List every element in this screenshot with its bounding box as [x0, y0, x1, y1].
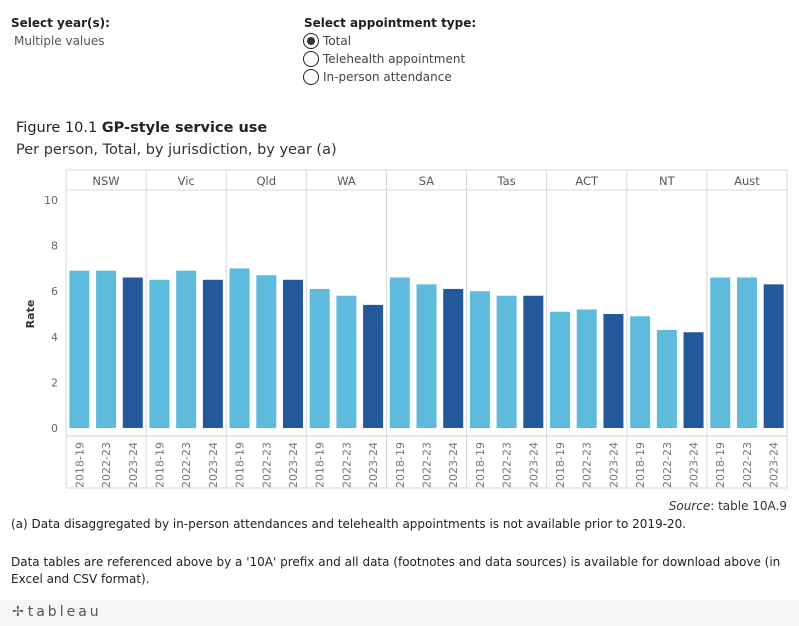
bar-qld-2022-23 — [256, 275, 277, 428]
bar-act-2018-19 — [550, 311, 571, 428]
panel-header-qld: Qld — [257, 174, 277, 188]
y-axis-title: Rate — [24, 300, 37, 329]
bar-aust-2018-19 — [710, 277, 731, 428]
x-tick-label: 2018-19 — [314, 442, 327, 488]
y-tick-label: 10 — [44, 194, 58, 207]
x-tick-label: 2023-24 — [287, 442, 300, 488]
tableau-logo-text: tableau — [27, 604, 102, 620]
figure-title: Figure 10.1 GP-style service use — [16, 120, 267, 136]
figure-title-bold: GP-style service use — [101, 120, 268, 136]
x-tick-label: 2022-23 — [741, 442, 754, 488]
x-tick-label: 2018-19 — [634, 442, 647, 488]
x-tick-label: 2018-19 — [714, 442, 727, 488]
radio-label-in-person: In-person attendance — [323, 70, 452, 84]
bar-act-2023-24 — [603, 314, 624, 428]
x-tick-label: 2018-19 — [153, 442, 166, 488]
y-tick-label: 4 — [51, 331, 58, 344]
panel-header-act: ACT — [575, 174, 599, 188]
radio-option-total[interactable]: Total — [303, 32, 351, 50]
y-tick-label: 8 — [51, 240, 58, 253]
bar-nt-2022-23 — [656, 329, 677, 428]
bar-qld-2023-24 — [282, 279, 303, 428]
radio-unchecked-icon[interactable] — [303, 51, 319, 67]
figure-subtitle: Per person, Total, by jurisdiction, by y… — [16, 142, 337, 158]
x-tick-label: 2023-24 — [367, 442, 380, 488]
panel-header-sa: SA — [419, 174, 435, 188]
radio-checked-icon[interactable] — [303, 33, 319, 49]
x-tick-label: 2022-23 — [581, 442, 594, 488]
bar-tas-2018-19 — [469, 291, 490, 428]
x-tick-label: 2023-24 — [768, 442, 781, 488]
panel-header-nt: NT — [659, 174, 676, 188]
bar-aust-2023-24 — [763, 284, 784, 428]
radio-option-in-person[interactable]: In-person attendance — [303, 68, 452, 86]
source-text: : table 10A.9 — [710, 499, 787, 513]
x-tick-label: 2018-19 — [394, 442, 407, 488]
radio-unchecked-icon[interactable] — [303, 69, 319, 85]
tableau-logo[interactable]: ✢ tableau — [12, 604, 102, 620]
bar-qld-2018-19 — [229, 268, 250, 428]
bar-nt-2018-19 — [630, 316, 651, 428]
bar-vic-2022-23 — [176, 270, 197, 428]
panel-header-aust: Aust — [734, 174, 760, 188]
bar-aust-2022-23 — [736, 277, 757, 428]
bar-wa-2018-19 — [309, 288, 330, 428]
x-tick-label: 2022-23 — [501, 442, 514, 488]
x-tick-label: 2023-24 — [688, 442, 701, 488]
bar-wa-2022-23 — [336, 295, 357, 428]
bar-sa-2018-19 — [389, 277, 410, 428]
y-tick-label: 6 — [51, 285, 58, 298]
x-tick-label: 2023-24 — [207, 442, 220, 488]
bar-wa-2023-24 — [363, 304, 384, 428]
x-tick-label: 2022-23 — [421, 442, 434, 488]
x-tick-label: 2022-23 — [100, 442, 113, 488]
bar-nsw-2018-19 — [69, 270, 90, 428]
panel-header-nsw: NSW — [92, 174, 119, 188]
bar-sa-2023-24 — [443, 288, 464, 428]
x-tick-label: 2018-19 — [234, 442, 247, 488]
bar-nt-2023-24 — [683, 332, 704, 428]
x-tick-label: 2022-23 — [661, 442, 674, 488]
bar-chart: Rate 0 2 4 6 8 10 NSW 2018-19 2022-23 2023-24 Vic 20… — [24, 169, 788, 489]
x-tick-label: 2018-19 — [554, 442, 567, 488]
panel-header-wa: WA — [337, 174, 356, 188]
x-tick-label: 2023-24 — [527, 442, 540, 488]
x-tick-label: 2022-23 — [340, 442, 353, 488]
y-tick-label: 2 — [51, 376, 58, 389]
x-tick-label: 2022-23 — [180, 442, 193, 488]
bar-nsw-2022-23 — [96, 270, 117, 428]
y-tick-label: 0 — [51, 422, 58, 435]
source-label: Source — [668, 499, 711, 513]
x-tick-label: 2018-19 — [474, 442, 487, 488]
footnote-a: (a) Data disaggregated by in-person atte… — [11, 517, 687, 531]
year-filter-value[interactable]: Multiple values — [14, 34, 105, 48]
bar-vic-2018-19 — [149, 279, 170, 428]
footer-bar: ✢ tableau — [0, 600, 799, 626]
panel-header-tas: Tas — [497, 174, 516, 188]
radio-option-telehealth[interactable]: Telehealth appointment — [303, 50, 465, 68]
bar-tas-2022-23 — [496, 295, 517, 428]
bar-sa-2022-23 — [416, 284, 437, 428]
footnote-tables: Data tables are referenced above by a '1… — [11, 555, 781, 586]
x-tick-label: 2018-19 — [73, 442, 86, 488]
radio-label-telehealth: Telehealth appointment — [323, 52, 466, 66]
x-tick-label: 2022-23 — [260, 442, 273, 488]
radio-label-total: Total — [323, 34, 352, 48]
x-tick-label: 2023-24 — [607, 442, 620, 488]
panel-header-vic: Vic — [178, 174, 195, 188]
source-note: Source: table 10A.9 — [669, 499, 787, 513]
figure-number: Figure 10.1 — [16, 120, 98, 136]
year-filter-label: Select year(s): — [11, 16, 110, 30]
x-tick-label: 2023-24 — [127, 442, 140, 488]
tableau-cross-icon: ✢ — [12, 604, 24, 620]
bar-vic-2023-24 — [202, 279, 223, 428]
bar-nsw-2023-24 — [122, 277, 143, 428]
x-tick-label: 2023-24 — [447, 442, 460, 488]
appointment-filter-label: Select appointment type: — [304, 16, 477, 30]
bar-act-2022-23 — [576, 309, 597, 428]
bar-tas-2023-24 — [523, 295, 544, 428]
